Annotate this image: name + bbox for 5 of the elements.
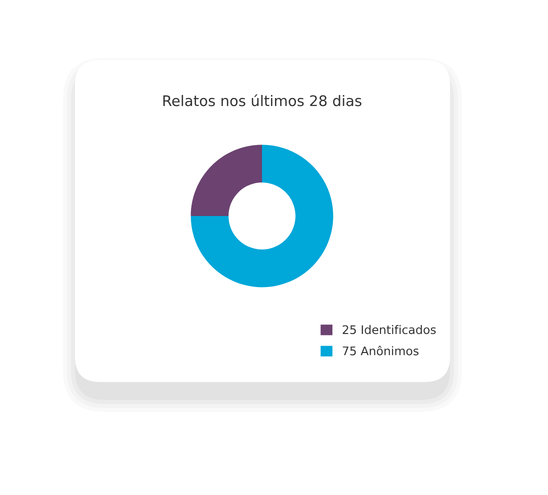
donut-slice — [190, 144, 334, 288]
legend-label: 25 Identificados — [342, 324, 436, 334]
chart-title: Relatos nos últimos 28 dias — [163, 94, 362, 106]
legend-label: 75 Anônimos — [342, 346, 418, 356]
donut-slice — [190, 144, 262, 216]
